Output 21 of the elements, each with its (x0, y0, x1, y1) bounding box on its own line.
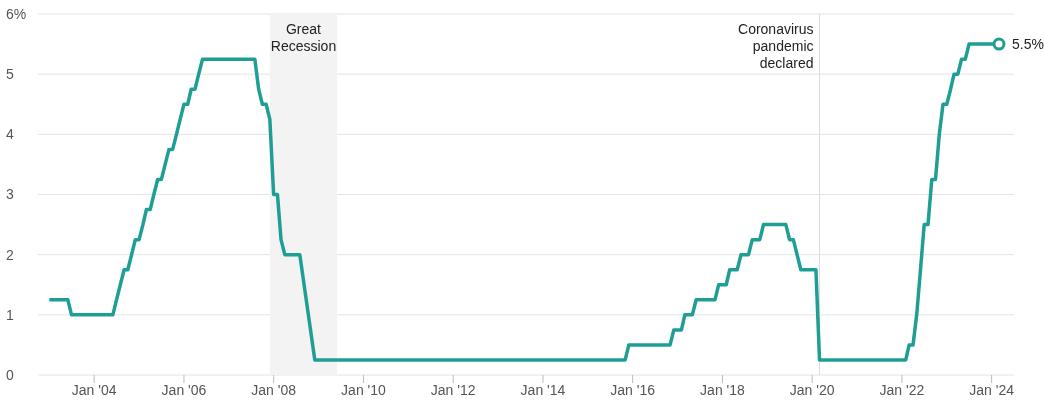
x-tick-label: Jan '18 (700, 381, 746, 398)
y-tick-label: 6% (6, 5, 27, 22)
band-label: Great Recession (270, 21, 337, 54)
x-tick-label: Jan '10 (341, 381, 387, 398)
y-tick-label: 1 (6, 306, 14, 323)
x-tick-label: Jan '06 (161, 381, 207, 398)
ref-line-label: Coronavirus pandemic declared (738, 21, 814, 71)
x-tick-label: Jan '20 (789, 381, 835, 398)
x-tick-label: Jan '22 (879, 381, 925, 398)
x-tick-label: Jan '14 (520, 381, 566, 398)
x-tick-label: Jan '04 (71, 381, 117, 398)
annotation: 5.5% (1012, 36, 1044, 53)
x-tick-label: Jan '16 (610, 381, 656, 398)
y-tick-label: 5 (6, 66, 14, 83)
y-tick-label: 3 (6, 186, 14, 203)
y-tick-label: 4 (6, 126, 14, 143)
x-tick-label: Jan '12 (430, 381, 476, 398)
y-tick-label: 2 (6, 246, 14, 263)
y-tick-label: 0 (6, 366, 14, 383)
x-tick-label: Jan '24 (969, 381, 1015, 398)
x-tick-label: Jan '08 (251, 381, 297, 398)
